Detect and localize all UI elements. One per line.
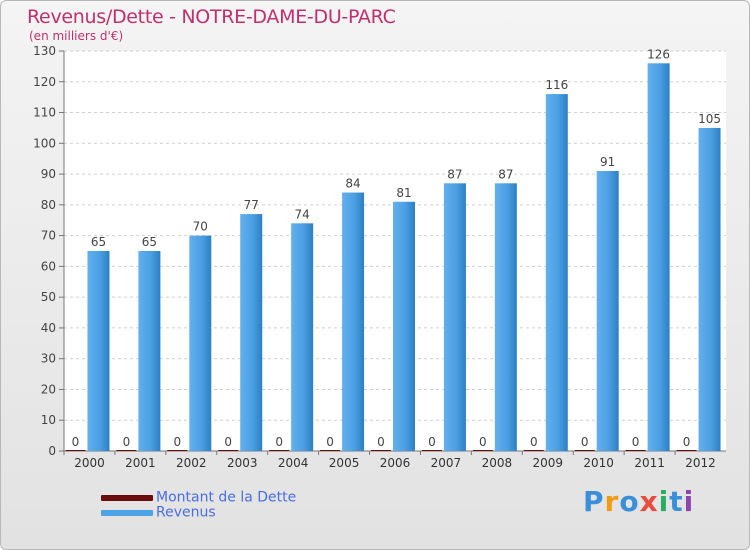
data-label-dette: 0 [428,435,436,449]
legend-swatch-dette [101,494,153,501]
data-label-revenus: 65 [91,235,106,249]
data-label-dette: 0 [123,435,131,449]
bar-revenus [596,171,619,451]
bar-revenus [494,183,517,452]
logo-letter: i [683,485,695,518]
bar-revenus [291,223,314,451]
data-label-revenus: 105 [698,112,721,126]
data-label-revenus: 84 [345,177,360,191]
proxiti-logo: Proxiti [583,485,694,518]
legend-item-revenus: Revenus [101,502,296,521]
bar-dette [269,450,290,451]
logo-letter: i [658,485,670,518]
bar-dette [472,450,493,451]
data-label-revenus: 126 [647,47,670,61]
bar-dette [523,450,544,451]
x-tick-label: 2007 [431,456,462,470]
x-tick-label: 2012 [685,456,716,470]
bar-revenus [138,251,161,451]
y-tick-label: 50 [41,290,56,304]
bar-dette [116,450,137,451]
data-label-dette: 0 [326,435,334,449]
legend-label-revenus: Revenus [156,504,216,521]
x-tick-label: 2002 [176,456,207,470]
data-label-dette: 0 [377,435,385,449]
data-label-dette: 0 [479,435,487,449]
data-label-dette: 0 [530,435,538,449]
x-tick-label: 2010 [583,456,614,470]
y-tick-label: 100 [33,136,56,150]
x-tick-label: 2008 [482,456,513,470]
y-tick-label: 90 [41,167,56,181]
data-label-revenus: 116 [545,78,568,92]
data-label-revenus: 65 [142,235,157,249]
data-label-revenus: 87 [447,167,462,181]
bar-revenus [342,192,365,452]
bar-dette [625,450,646,451]
chart-title: Revenus/Dette - NOTRE-DAME-DU-PARC [27,6,396,28]
y-tick-label: 40 [41,321,56,335]
bar-dette [421,450,442,451]
bar-revenus [443,183,466,452]
logo-letter: t [669,485,684,518]
x-tick-label: 2004 [278,456,309,470]
y-tick-label: 20 [41,382,56,396]
x-tick-label: 2000 [74,456,105,470]
logo-letter: o [619,485,640,518]
data-label-dette: 0 [275,435,283,449]
x-tick-label: 2006 [380,456,411,470]
bar-dette [574,450,595,451]
data-label-revenus: 70 [193,220,208,234]
logo-letter: x [639,485,659,518]
logo-letter: P [583,485,605,518]
x-tick-label: 2011 [634,456,665,470]
legend-label-dette: Montant de la Dette [156,489,297,506]
data-label-dette: 0 [632,435,640,449]
bar-dette [218,450,239,451]
bar-revenus [545,94,568,452]
bar-dette [320,450,341,451]
bar-dette [676,450,697,451]
y-tick-label: 130 [33,44,56,58]
bar-dette [65,450,86,451]
x-tick-label: 2001 [125,456,156,470]
bar-revenus [647,63,670,452]
data-label-revenus: 87 [498,167,513,181]
bar-revenus [189,235,212,451]
data-label-dette: 0 [224,435,232,449]
data-label-dette: 0 [683,435,691,449]
logo-letter: r [604,485,620,518]
bar-dette [371,450,391,451]
bar-revenus [240,214,263,451]
data-label-revenus: 91 [600,155,615,169]
y-tick-label: 60 [41,259,56,273]
legend-item-dette: Montant de la Dette [101,487,296,506]
y-tick-label: 70 [41,229,56,243]
y-tick-label: 0 [48,444,56,458]
legend-swatch-revenus [101,509,153,516]
x-tick-label: 2009 [532,456,563,470]
y-tick-label: 30 [41,352,56,366]
x-tick-label: 2005 [329,456,360,470]
data-label-dette: 0 [72,435,80,449]
y-tick-label: 10 [41,413,56,427]
data-label-dette: 0 [581,435,589,449]
y-tick-label: 110 [33,106,56,120]
data-label-revenus: 77 [244,198,259,212]
y-tick-label: 120 [33,75,56,89]
data-label-dette: 0 [173,435,181,449]
bar-revenus [698,127,721,451]
y-tick-label: 80 [41,198,56,212]
bar-revenus [393,201,415,451]
legend: Montant de la Dette Revenus [101,487,296,521]
data-label-revenus: 81 [396,186,411,200]
x-tick-label: 2003 [227,456,258,470]
data-label-revenus: 74 [295,207,310,221]
bar-revenus [87,251,110,451]
chart-subtitle: (en milliers d'€) [29,29,124,43]
bar-dette [167,450,188,451]
